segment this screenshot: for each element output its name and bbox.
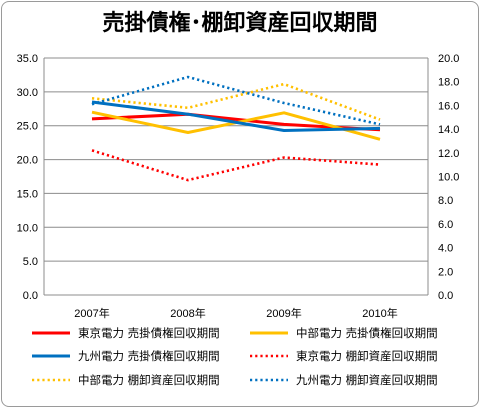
right-axis-tick-labels: 0.0 2.0 4.0 6.0 8.0 10.0 12.0 14.0 16.0 18.0 20.0 xyxy=(438,53,459,302)
chart-title: 売掛債権･棚卸資産回収期間 xyxy=(102,10,377,36)
right-tick-label: 6.0 xyxy=(438,219,453,231)
right-tick-label: 16.0 xyxy=(438,100,459,112)
series-line xyxy=(91,149,381,182)
left-tick-label: 0.0 xyxy=(23,290,38,302)
left-tick-label: 15.0 xyxy=(17,188,38,200)
category-label: 2009年 xyxy=(266,306,301,320)
series-line xyxy=(91,82,381,121)
left-tick-label: 35.0 xyxy=(17,53,38,65)
left-tick-label: 20.0 xyxy=(17,155,38,167)
category-labels: 2007年 2008年 2009年 2010年 xyxy=(74,306,397,320)
right-tick-label: 4.0 xyxy=(438,243,453,255)
left-tick-label: 25.0 xyxy=(17,121,38,133)
right-tick-label: 20.0 xyxy=(438,53,459,65)
series-lines xyxy=(91,75,381,182)
right-tick-label: 0.0 xyxy=(438,290,453,302)
left-axis-tick-labels: 0.0 5.0 10.0 15.0 20.0 25.0 30.0 35.0 xyxy=(17,53,38,302)
right-tick-label: 10.0 xyxy=(438,172,459,184)
category-label: 2007年 xyxy=(74,306,109,320)
gridlines xyxy=(44,57,428,296)
series-line xyxy=(91,100,381,132)
category-label: 2010年 xyxy=(362,306,397,320)
right-tick-label: 18.0 xyxy=(438,77,459,89)
right-tick-label: 8.0 xyxy=(438,195,453,207)
legend-label: 中部電力 棚卸資産回収期間 xyxy=(78,373,220,387)
right-tick-label: 14.0 xyxy=(438,124,459,136)
legend-label: 中部電力 売掛債権回収期間 xyxy=(296,326,438,340)
left-tick-label: 5.0 xyxy=(23,256,38,268)
legend-label: 九州電力 売掛債権回収期間 xyxy=(78,349,220,363)
legend-label: 東京電力 売掛債権回収期間 xyxy=(78,326,220,340)
right-tick-label: 2.0 xyxy=(438,266,453,278)
left-tick-label: 10.0 xyxy=(17,222,38,234)
left-tick-label: 30.0 xyxy=(17,87,38,99)
legend-label: 九州電力 棚卸資産回収期間 xyxy=(296,373,438,387)
right-tick-label: 12.0 xyxy=(438,148,459,160)
legend-label: 東京電力 棚卸資産回収期間 xyxy=(296,349,438,363)
axes xyxy=(43,58,429,296)
category-label: 2008年 xyxy=(170,306,205,320)
